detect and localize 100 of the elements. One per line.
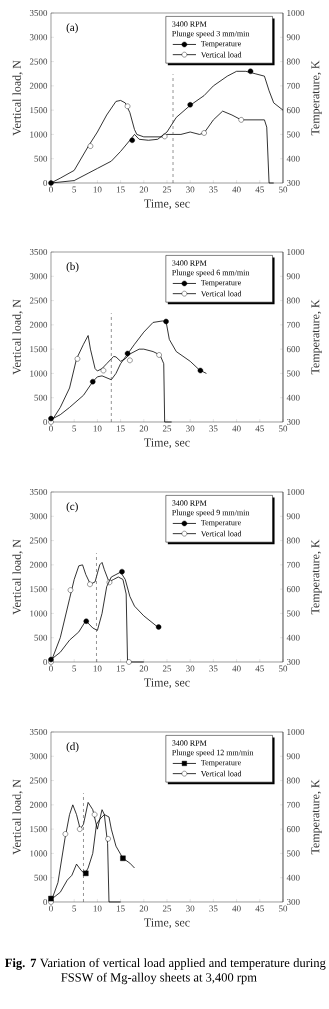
y2-axis-title: Temperature, K [311, 60, 322, 136]
legend-label: Vertical load [200, 530, 242, 537]
y-tick-label: 1500 [30, 586, 48, 593]
legend-title: 3400 RPM [172, 260, 207, 266]
y-axis-title: Vertical load, N [12, 539, 23, 615]
y2-tick-label: 400 [286, 394, 300, 401]
y2-tick-label: 600 [286, 107, 300, 114]
x-tick-label: 35 [209, 905, 218, 912]
y-tick-label: 1500 [30, 346, 48, 353]
x-tick-label: 15 [116, 905, 125, 912]
y-tick-label: 500 [34, 634, 48, 641]
text: Plunge speed 12 mm/min [172, 749, 254, 757]
y-tick-label: 1000 [30, 370, 48, 377]
y2-tick-label: 400 [286, 874, 300, 881]
x-tick-label: 50 [279, 186, 288, 193]
legend-label: Temperature [200, 279, 241, 287]
y-tick-label: 2500 [29, 297, 48, 304]
y2-tick-label: 800 [286, 297, 300, 304]
y2-tick-label: 300 [286, 179, 300, 187]
x-tick-label: 20 [139, 425, 148, 432]
y2-axis-title: Temperature, K [311, 299, 322, 375]
y-tick-label: 2500 [29, 777, 48, 784]
legend-label: Vertical load [200, 290, 242, 297]
y2-tick-label: 500 [287, 610, 300, 617]
x-tick-label: 50 [279, 665, 288, 672]
x-tick-label: 20 [139, 186, 148, 193]
x-tick-label: 0 [49, 665, 53, 672]
x-tick-label: 35 [209, 186, 218, 193]
y2-tick-label: 900 [286, 753, 300, 760]
x-tick-label: 0 [49, 905, 53, 912]
legend-label: Temperature [200, 759, 241, 767]
y2-axis-title: Temperature, K [311, 539, 322, 615]
x-tick-label: 50 [279, 905, 288, 912]
annotation: (c) [66, 502, 78, 513]
text: Plunge speed 3 mm/min [172, 30, 250, 38]
y-tick-label: 0 [43, 898, 48, 906]
x-tick-label: 25 [162, 186, 172, 193]
y-tick-label: 500 [34, 394, 48, 401]
y-tick-label: 3000 [29, 513, 48, 520]
y-tick-label: 1000 [30, 850, 48, 857]
y2-tick-label: 300 [286, 658, 300, 666]
x-tick-label: 30 [186, 665, 195, 672]
x-tick-label: 15 [116, 665, 125, 672]
y2-tick-label: 700 [287, 321, 300, 328]
x-tick-label: 40 [232, 665, 241, 672]
x-tick-label: 5 [72, 186, 77, 193]
x-tick-label: 0 [49, 186, 53, 193]
y-tick-label: 2000 [29, 561, 48, 568]
y2-tick-label: 800 [286, 777, 300, 784]
y-tick-label: 3500 [29, 9, 48, 17]
y-tick-label: 2000 [29, 801, 48, 808]
x-tick-label: 40 [232, 905, 241, 912]
y-tick-label: 2000 [29, 321, 48, 328]
x-tick-label: 0 [49, 425, 53, 432]
legend-title: 3400 RPM [172, 740, 207, 746]
x-tick-label: 30 [186, 186, 195, 193]
y-tick-label: 3500 [29, 248, 48, 256]
y2-tick-label: 300 [286, 418, 300, 426]
y-tick-label: 2500 [29, 58, 48, 65]
legend-title: 3400 RPM [172, 500, 207, 506]
x-tick-label: 35 [209, 665, 218, 672]
x-tick-label: 10 [93, 665, 102, 672]
y-tick-label: 1000 [30, 610, 48, 617]
x-tick-label: 15 [116, 425, 125, 432]
x-tick-label: 5 [72, 905, 77, 912]
y2-tick-label: 400 [286, 634, 300, 641]
y-tick-label: 1500 [30, 826, 48, 833]
y-axis-title: Vertical load, N [12, 299, 23, 375]
y2-tick-label: 300 [286, 898, 300, 906]
x-tick-label: 50 [279, 425, 288, 432]
text: Plunge speed 9 mm/min [172, 509, 250, 517]
y-tick-label: 0 [43, 418, 48, 426]
y2-tick-label: 900 [286, 513, 300, 520]
y-tick-label: 2000 [29, 82, 48, 89]
annotation: (d) [66, 742, 79, 753]
legend-label: Temperature [200, 41, 241, 48]
y2-axis-title: Temperature, K [311, 779, 322, 855]
y2-tick-label: 1000 [287, 488, 305, 496]
y-axis-title: Vertical load, N [12, 779, 23, 855]
x-tick-label: 45 [255, 905, 264, 912]
x-tick-label: 5 [72, 425, 77, 432]
text: Fig. 7 Variation of vertical load applied and temperature during FSSW of Mg-alloy sheets at 3,400 rpm [5, 958, 326, 985]
y2-tick-label: 1000 [287, 9, 305, 17]
y2-tick-label: 800 [286, 58, 300, 65]
y-tick-label: 1000 [30, 131, 48, 138]
y2-tick-label: 700 [287, 561, 300, 568]
y-tick-label: 3000 [29, 273, 48, 280]
y2-tick-label: 500 [287, 370, 300, 377]
y2-tick-label: 400 [286, 155, 300, 162]
x-tick-label: 45 [255, 665, 264, 672]
x-tick-label: 10 [93, 186, 102, 193]
y2-tick-label: 700 [287, 801, 300, 808]
y2-tick-label: 800 [286, 537, 300, 544]
y-tick-label: 3000 [29, 753, 48, 760]
annotation: (a) [66, 23, 78, 34]
x-tick-label: 20 [139, 905, 148, 912]
x-tick-label: 25 [162, 425, 172, 432]
y2-tick-label: 900 [286, 273, 300, 280]
x-tick-label: 45 [255, 186, 264, 193]
y2-tick-label: 500 [287, 850, 300, 857]
